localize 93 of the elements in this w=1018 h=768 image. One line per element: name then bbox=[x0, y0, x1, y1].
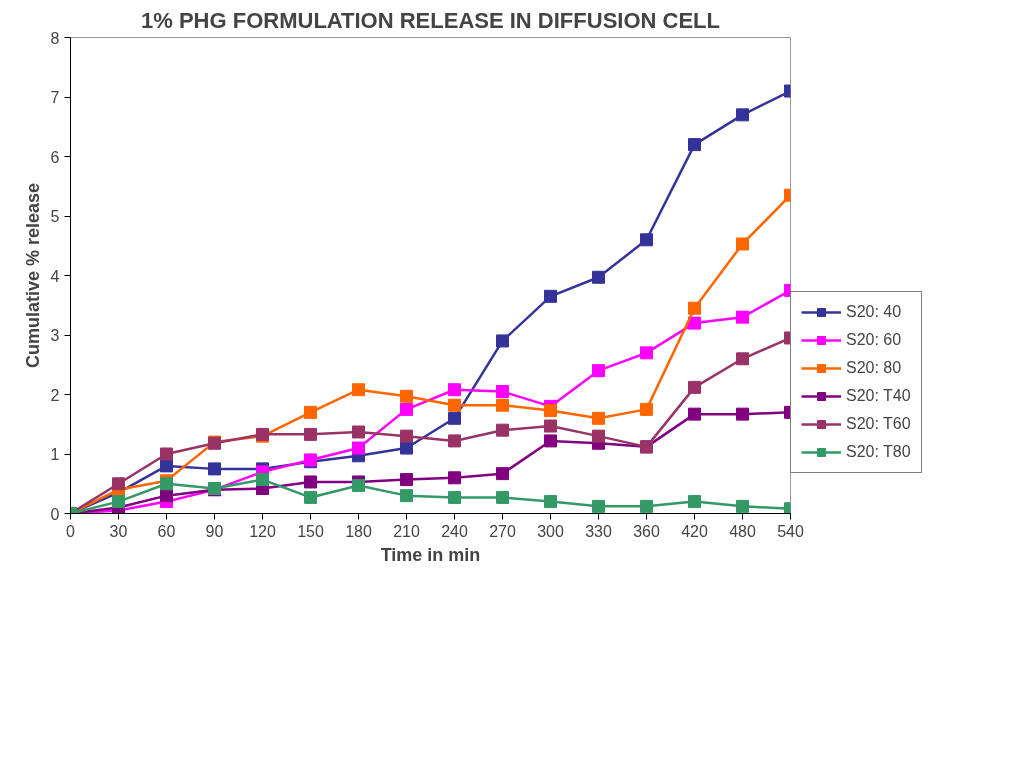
point bbox=[400, 489, 413, 503]
x-tick-label: 300 bbox=[537, 522, 564, 540]
point bbox=[688, 495, 701, 509]
point bbox=[688, 316, 701, 330]
point bbox=[352, 383, 365, 397]
point bbox=[448, 471, 461, 485]
point bbox=[256, 473, 269, 487]
y-tick-label: 4 bbox=[50, 267, 60, 285]
x-tick-label: 60 bbox=[157, 522, 176, 540]
point bbox=[160, 447, 173, 461]
x-tick-label: 480 bbox=[729, 522, 756, 540]
point bbox=[496, 490, 509, 504]
point bbox=[448, 398, 461, 412]
point bbox=[640, 346, 653, 360]
point bbox=[688, 138, 701, 152]
point bbox=[400, 429, 413, 443]
point bbox=[592, 270, 605, 284]
y-tick-label: 2 bbox=[50, 386, 60, 404]
y-tick-label: 1 bbox=[50, 446, 60, 463]
legend-label: S20: T80 bbox=[846, 443, 911, 461]
point bbox=[160, 489, 173, 503]
y-tick-label: 6 bbox=[50, 148, 60, 166]
point bbox=[208, 462, 221, 476]
y-tick-label: 8 bbox=[50, 29, 60, 47]
point bbox=[304, 405, 317, 419]
x-tick-label: 30 bbox=[109, 522, 128, 540]
x-tick-label: 270 bbox=[489, 522, 516, 540]
point bbox=[640, 499, 653, 513]
point bbox=[544, 434, 557, 448]
point bbox=[496, 423, 509, 437]
legend-label: S20: 60 bbox=[846, 331, 902, 349]
point bbox=[736, 310, 749, 324]
point bbox=[160, 459, 173, 473]
point bbox=[736, 237, 749, 251]
point bbox=[304, 490, 317, 504]
point bbox=[736, 407, 749, 421]
y-tick-label: 7 bbox=[50, 89, 60, 106]
point bbox=[592, 429, 605, 443]
point bbox=[448, 434, 461, 448]
x-tick-label: 210 bbox=[393, 522, 420, 540]
point bbox=[496, 467, 509, 481]
point bbox=[592, 411, 605, 425]
point bbox=[400, 473, 413, 487]
point bbox=[544, 419, 557, 433]
x-tick-label: 360 bbox=[633, 522, 660, 540]
legend-label: S20: 40 bbox=[846, 303, 902, 321]
x-tick-label: 540 bbox=[777, 522, 804, 540]
point bbox=[112, 495, 125, 509]
point bbox=[496, 398, 509, 412]
y-tick-label: 3 bbox=[50, 327, 60, 344]
point bbox=[736, 499, 749, 513]
point bbox=[304, 475, 317, 489]
x-tick-label: 420 bbox=[681, 522, 708, 540]
point bbox=[736, 108, 749, 122]
legend-label: S20: T60 bbox=[846, 415, 911, 433]
point bbox=[400, 441, 413, 455]
point bbox=[544, 495, 557, 509]
point bbox=[448, 490, 461, 504]
point bbox=[400, 389, 413, 403]
y-tick-label: 5 bbox=[50, 208, 60, 225]
point bbox=[352, 479, 365, 493]
legend-label: S20: T40 bbox=[846, 387, 911, 405]
x-tick-label: 330 bbox=[585, 522, 612, 540]
y-axis-title: Cumulative % release bbox=[22, 182, 43, 369]
legend-label: S20: 80 bbox=[846, 359, 902, 377]
x-axis-title: Time in min bbox=[380, 544, 481, 565]
point bbox=[112, 477, 125, 491]
point bbox=[688, 380, 701, 394]
point bbox=[688, 301, 701, 315]
point bbox=[592, 364, 605, 378]
point bbox=[688, 407, 701, 421]
point bbox=[544, 289, 557, 303]
x-tick-label: 0 bbox=[66, 522, 76, 540]
point bbox=[352, 425, 365, 439]
point bbox=[736, 352, 749, 366]
point bbox=[640, 233, 653, 247]
x-tick-label: 240 bbox=[441, 522, 468, 540]
point bbox=[352, 441, 365, 455]
point bbox=[304, 427, 317, 441]
x-tick-label: 120 bbox=[249, 522, 276, 540]
point bbox=[592, 499, 605, 513]
point bbox=[544, 404, 557, 418]
point bbox=[496, 385, 509, 399]
point bbox=[448, 411, 461, 425]
point bbox=[448, 383, 461, 397]
point bbox=[640, 402, 653, 416]
x-tick-label: 150 bbox=[297, 522, 324, 540]
chart-title: 1% PHG FORMULATION RELEASE IN DIFFUSION CELL bbox=[141, 7, 720, 33]
point bbox=[400, 402, 413, 416]
x-tick-label: 180 bbox=[345, 522, 372, 540]
y-tick-label: 0 bbox=[50, 505, 60, 523]
point bbox=[496, 334, 509, 348]
x-tick-label: 90 bbox=[205, 522, 224, 540]
